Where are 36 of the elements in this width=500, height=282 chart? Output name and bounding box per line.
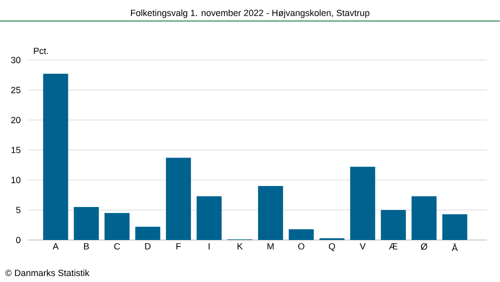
x-tick-label: B [84, 243, 89, 250]
bar [166, 158, 191, 240]
x-tick-label: Ø [420, 243, 428, 250]
bar [380, 210, 406, 240]
x-tick-label: Æ [388, 243, 398, 250]
text: © Danmarks Statistik [5, 269, 90, 276]
x-tick-label: Å [452, 243, 458, 252]
x-tick-label: O [298, 243, 304, 250]
y-tick-label: 20 [11, 116, 20, 124]
x-tick-label: M [268, 243, 274, 250]
x-tick-label: K [238, 243, 243, 250]
bar [104, 213, 130, 240]
bar [412, 196, 437, 240]
x-tick-label: C [114, 243, 120, 250]
bar [350, 166, 376, 240]
bar [74, 207, 99, 240]
y-tick-label: 30 [11, 56, 20, 64]
chart-title: Folketingsvalg 1. november 2022 - Højvangskolen, Stavtrup [131, 9, 370, 18]
y-tick-label: 15 [11, 146, 20, 154]
bar [43, 74, 68, 240]
x-tick-label: V [360, 243, 366, 250]
x-tick-label: I [208, 243, 210, 250]
x-tick-label: F [176, 243, 181, 250]
bar [196, 196, 222, 240]
y-tick-label: 0 [16, 236, 20, 244]
x-tick-label: D [145, 243, 151, 250]
y-tick-label: 5 [16, 206, 20, 214]
bar [442, 214, 468, 240]
y-tick-label: 25 [11, 86, 20, 94]
x-tick-label: A [52, 243, 59, 250]
y-tick-label: 10 [11, 176, 20, 184]
bar [258, 186, 284, 240]
x-tick-label: Q [328, 243, 336, 252]
bar [135, 226, 160, 240]
bar [288, 229, 314, 240]
y-axis-title: Pct. [34, 48, 48, 54]
